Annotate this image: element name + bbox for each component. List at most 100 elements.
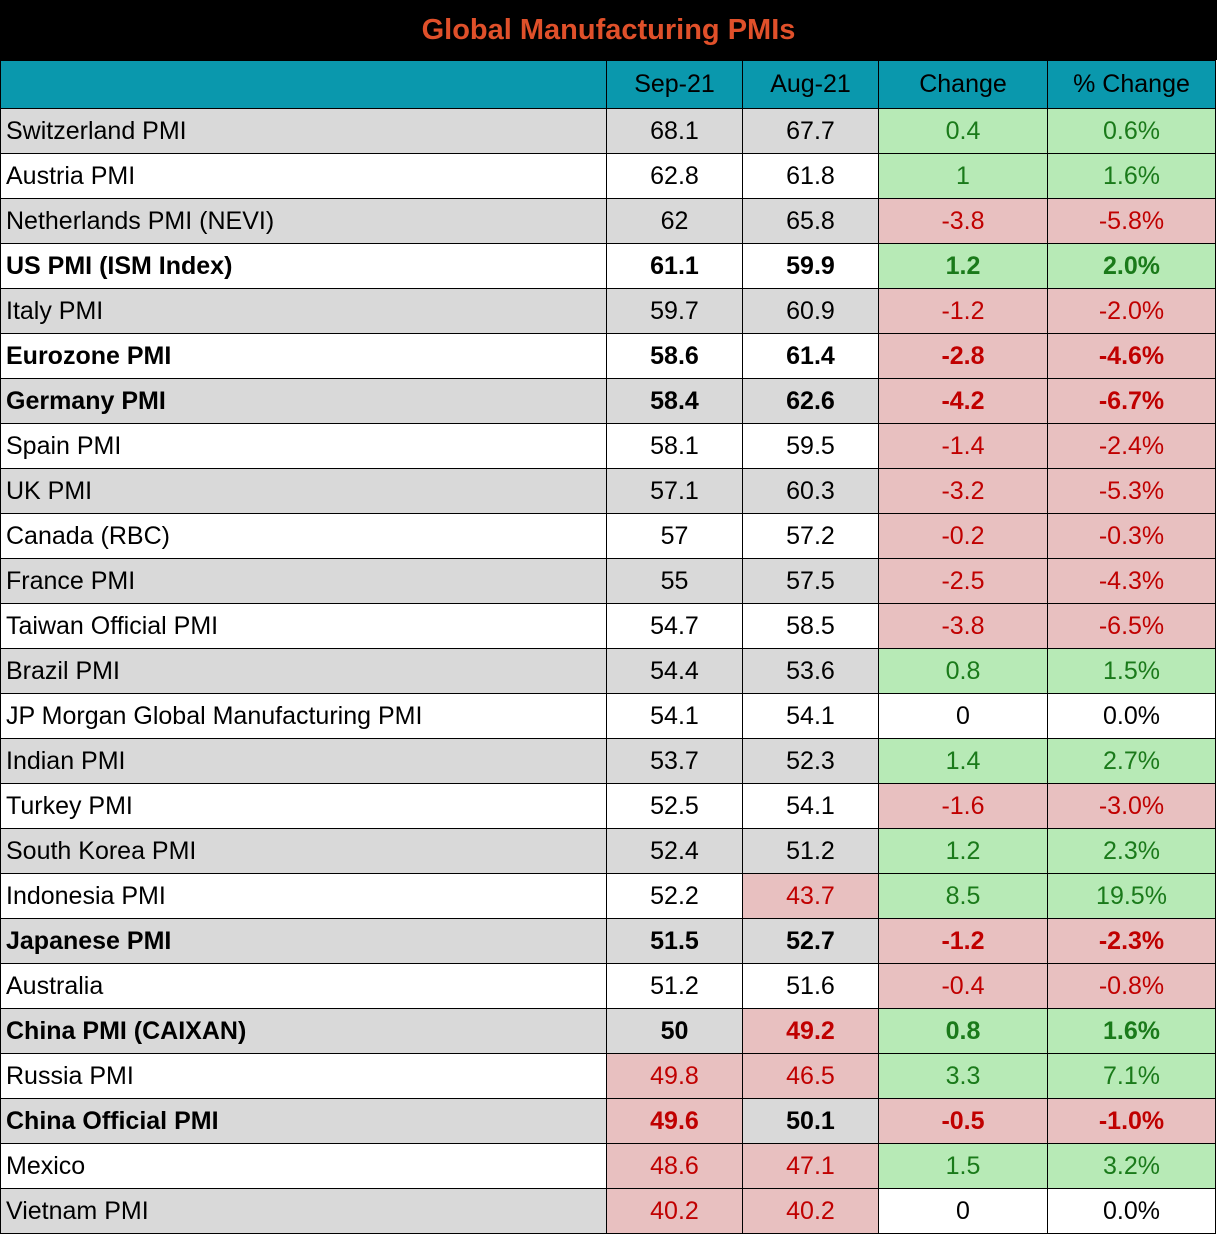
row-name: Germany PMI [0, 378, 607, 424]
cell-pct-change: -0.8% [1047, 963, 1216, 1009]
cell-pct-change: -3.0% [1047, 783, 1216, 829]
cell-sep-21: 51.5 [606, 918, 743, 964]
cell-sep-21: 51.2 [606, 963, 743, 1009]
cell-change: 1.5 [878, 1143, 1048, 1189]
cell-change: 0.8 [878, 648, 1048, 694]
cell-change: -3.2 [878, 468, 1048, 514]
cell-change: -0.2 [878, 513, 1048, 559]
row-name: China PMI (CAIXAN) [0, 1008, 607, 1054]
row-name: Eurozone PMI [0, 333, 607, 379]
cell-aug-21: 57.2 [742, 513, 879, 559]
cell-aug-21: 52.7 [742, 918, 879, 964]
cell-pct-change: 3.2% [1047, 1143, 1216, 1189]
cell-pct-change: -2.4% [1047, 423, 1216, 469]
cell-pct-change: 1.6% [1047, 1008, 1216, 1054]
cell-pct-change: 0.0% [1047, 693, 1216, 739]
cell-aug-21: 60.9 [742, 288, 879, 334]
cell-pct-change: -4.6% [1047, 333, 1216, 379]
table-row: Spain PMI 58.1 59.5 -1.4 -2.4% [0, 423, 1216, 469]
cell-aug-21: 43.7 [742, 873, 879, 919]
cell-change: -2.5 [878, 558, 1048, 604]
cell-pct-change: 2.7% [1047, 738, 1216, 784]
table-row: China PMI (CAIXAN) 50 49.2 0.8 1.6% [0, 1008, 1216, 1054]
cell-pct-change: 1.5% [1047, 648, 1216, 694]
table-row: France PMI 55 57.5 -2.5 -4.3% [0, 558, 1216, 604]
table-row: Mexico 48.6 47.1 1.5 3.2% [0, 1143, 1216, 1189]
cell-pct-change: 1.6% [1047, 153, 1216, 199]
cell-sep-21: 52.2 [606, 873, 743, 919]
cell-pct-change: -5.8% [1047, 198, 1216, 244]
cell-aug-21: 65.8 [742, 198, 879, 244]
cell-aug-21: 49.2 [742, 1008, 879, 1054]
row-name: France PMI [0, 558, 607, 604]
cell-pct-change: -5.3% [1047, 468, 1216, 514]
row-name: Indian PMI [0, 738, 607, 784]
table-row: Australia 51.2 51.6 -0.4 -0.8% [0, 963, 1216, 1009]
cell-sep-21: 53.7 [606, 738, 743, 784]
cell-change: 0 [878, 693, 1048, 739]
cell-aug-21: 46.5 [742, 1053, 879, 1099]
table-row: JP Morgan Global Manufacturing PMI 54.1 54… [0, 693, 1216, 739]
cell-sep-21: 50 [606, 1008, 743, 1054]
row-name: Taiwan Official PMI [0, 603, 607, 649]
cell-sep-21: 48.6 [606, 1143, 743, 1189]
cell-sep-21: 59.7 [606, 288, 743, 334]
cell-aug-21: 59.5 [742, 423, 879, 469]
cell-change: 0 [878, 1188, 1048, 1234]
row-name: Switzerland PMI [0, 108, 607, 154]
cell-sep-21: 61.1 [606, 243, 743, 289]
row-name: Brazil PMI [0, 648, 607, 694]
cell-sep-21: 62 [606, 198, 743, 244]
cell-change: -1.4 [878, 423, 1048, 469]
row-name: China Official PMI [0, 1098, 607, 1144]
row-name: Netherlands PMI (NEVI) [0, 198, 607, 244]
cell-change: -0.5 [878, 1098, 1048, 1144]
table-row: Vietnam PMI 40.2 40.2 0 0.0% [0, 1188, 1216, 1234]
cell-aug-21: 51.6 [742, 963, 879, 1009]
row-name: US PMI (ISM Index) [0, 243, 607, 289]
row-name: Russia PMI [0, 1053, 607, 1099]
cell-sep-21: 49.8 [606, 1053, 743, 1099]
cell-pct-change: 19.5% [1047, 873, 1216, 919]
cell-pct-change: 7.1% [1047, 1053, 1216, 1099]
table-row: Switzerland PMI 68.1 67.7 0.4 0.6% [0, 108, 1216, 154]
cell-change: -0.4 [878, 963, 1048, 1009]
cell-sep-21: 58.4 [606, 378, 743, 424]
row-name: Japanese PMI [0, 918, 607, 964]
row-name: South Korea PMI [0, 828, 607, 874]
cell-aug-21: 50.1 [742, 1098, 879, 1144]
cell-aug-21: 62.6 [742, 378, 879, 424]
header-name [0, 60, 607, 109]
pmi-table: Sep-21 Aug-21 Change % Change Switzerlan… [0, 60, 1216, 1234]
cell-sep-21: 52.5 [606, 783, 743, 829]
cell-aug-21: 60.3 [742, 468, 879, 514]
table-row: South Korea PMI 52.4 51.2 1.2 2.3% [0, 828, 1216, 874]
cell-sep-21: 49.6 [606, 1098, 743, 1144]
table-row: China Official PMI 49.6 50.1 -0.5 -1.0% [0, 1098, 1216, 1144]
cell-aug-21: 51.2 [742, 828, 879, 874]
cell-change: -3.8 [878, 603, 1048, 649]
cell-pct-change: 2.3% [1047, 828, 1216, 874]
row-name: Vietnam PMI [0, 1188, 607, 1234]
cell-change: -1.2 [878, 288, 1048, 334]
cell-pct-change: -0.3% [1047, 513, 1216, 559]
table-row: Canada (RBC) 57 57.2 -0.2 -0.3% [0, 513, 1216, 559]
cell-change: 3.3 [878, 1053, 1048, 1099]
cell-change: -1.6 [878, 783, 1048, 829]
cell-sep-21: 58.6 [606, 333, 743, 379]
cell-change: -4.2 [878, 378, 1048, 424]
row-name: Austria PMI [0, 153, 607, 199]
cell-change: 1.2 [878, 243, 1048, 289]
table-row: US PMI (ISM Index) 61.1 59.9 1.2 2.0% [0, 243, 1216, 289]
row-name: UK PMI [0, 468, 607, 514]
cell-sep-21: 54.1 [606, 693, 743, 739]
cell-sep-21: 58.1 [606, 423, 743, 469]
table-title: Global Manufacturing PMIs [0, 0, 1217, 60]
cell-change: -3.8 [878, 198, 1048, 244]
cell-aug-21: 54.1 [742, 783, 879, 829]
cell-aug-21: 58.5 [742, 603, 879, 649]
header-change: Change [878, 60, 1048, 109]
cell-aug-21: 52.3 [742, 738, 879, 784]
cell-sep-21: 68.1 [606, 108, 743, 154]
